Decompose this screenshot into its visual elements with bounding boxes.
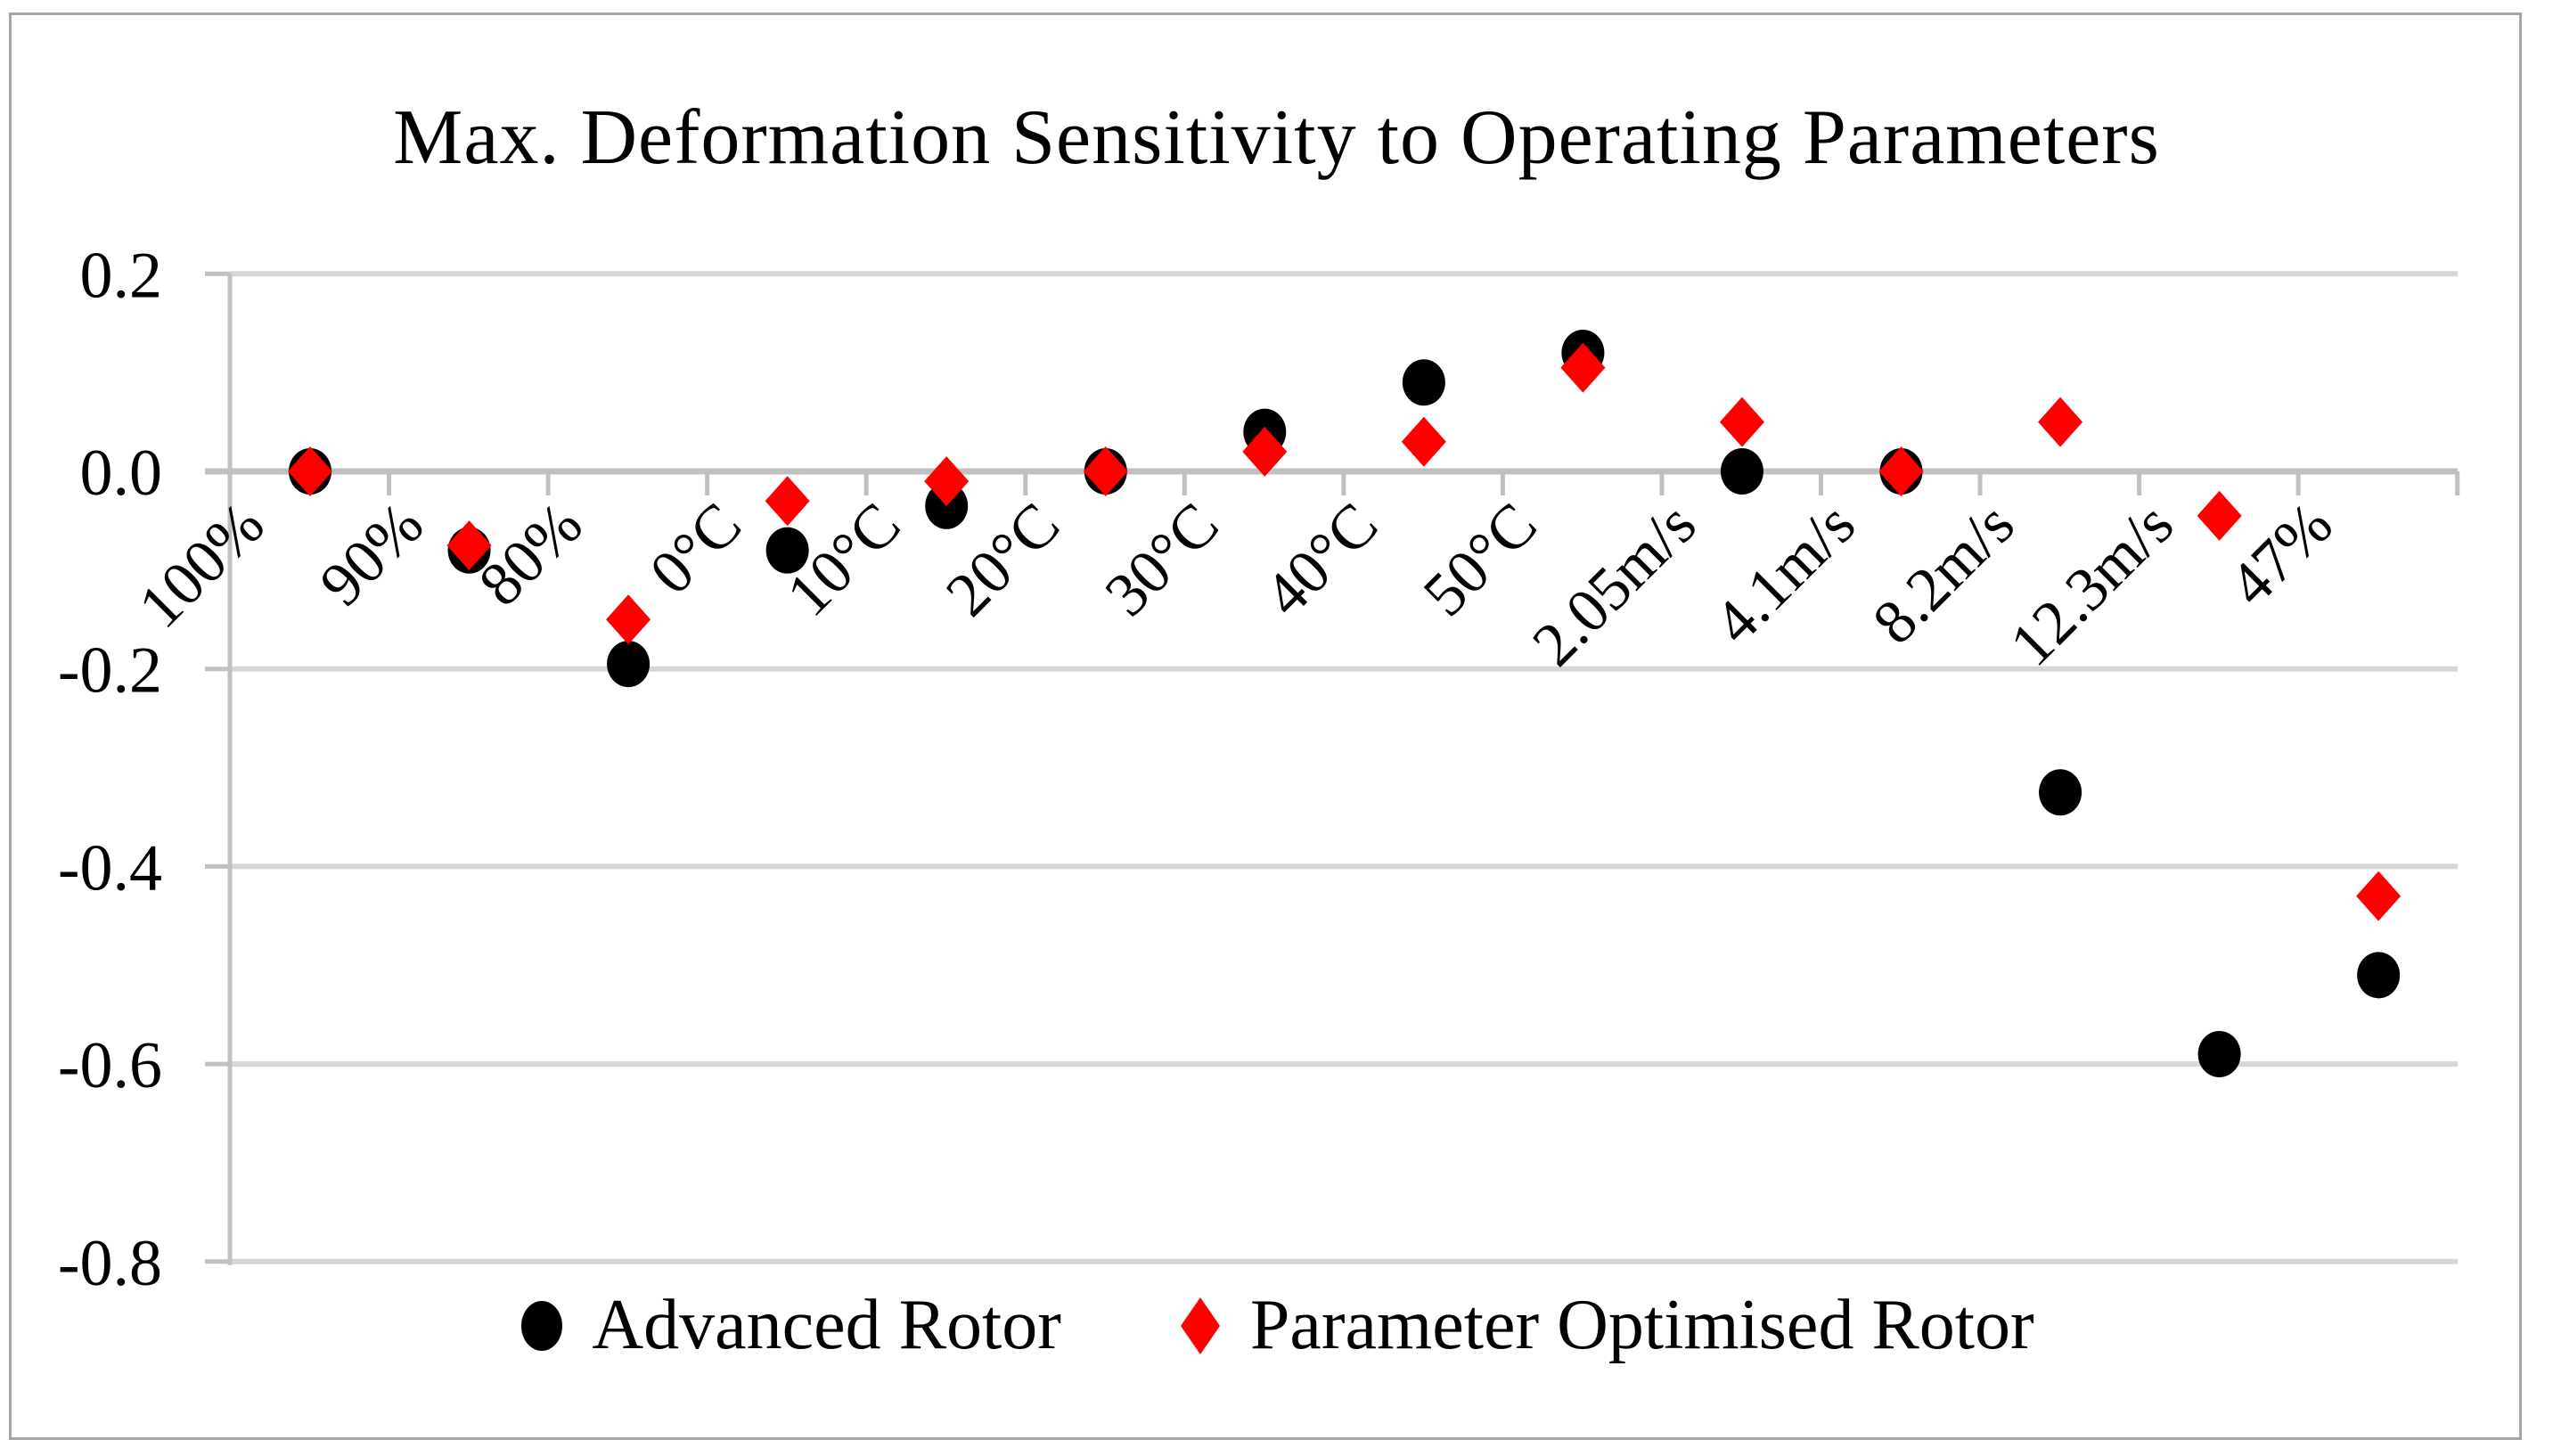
legend-item-parameter-optimised-rotor: Parameter Optimised Rotor: [1177, 1285, 2034, 1366]
y-axis-label: 0.2: [80, 239, 163, 312]
circle-icon: [521, 1300, 563, 1351]
data-point-advanced-rotor: [1720, 448, 1763, 495]
x-axis-category-label: 90%: [307, 490, 437, 619]
diamond-icon: [1180, 1296, 1220, 1354]
data-point-parameter-optimised-rotor: [606, 594, 651, 645]
data-point-parameter-optimised-rotor: [1242, 426, 1288, 477]
data-point-advanced-rotor: [2039, 769, 2082, 816]
y-axis-label: 0.0: [80, 437, 163, 510]
x-axis-category-label: 2.05m/s: [1520, 490, 1710, 680]
data-point-parameter-optimised-rotor: [1560, 342, 1606, 393]
data-point-advanced-rotor: [2357, 952, 2401, 999]
chart-title: Max. Deformation Sensitivity to Operatin…: [393, 94, 2160, 181]
x-axis-category-label: 100%: [126, 490, 277, 642]
data-point-advanced-rotor: [1402, 359, 1445, 406]
data-point-parameter-optimised-rotor: [2197, 490, 2242, 541]
y-axis-label: -0.4: [58, 831, 162, 904]
data-point-parameter-optimised-rotor: [288, 446, 332, 496]
data-point-parameter-optimised-rotor: [1719, 397, 1764, 447]
legend-label-advanced-rotor: Advanced Rotor: [592, 1286, 1061, 1364]
y-axis-label: -0.6: [58, 1029, 162, 1102]
data-point-parameter-optimised-rotor: [765, 476, 810, 527]
data-point-parameter-optimised-rotor: [446, 520, 492, 571]
legend-item-advanced-rotor: Advanced Rotor: [519, 1285, 1061, 1366]
data-point-parameter-optimised-rotor: [1401, 416, 1446, 467]
data-point-parameter-optimised-rotor: [2356, 871, 2402, 921]
data-point-advanced-rotor: [765, 527, 809, 574]
data-point-parameter-optimised-rotor: [924, 456, 970, 507]
x-axis-category-label: 0°C: [637, 490, 755, 608]
data-point-parameter-optimised-rotor: [2038, 397, 2083, 447]
data-point-parameter-optimised-rotor: [1083, 446, 1128, 496]
data-point-advanced-rotor: [607, 641, 651, 688]
y-axis-label: -0.8: [58, 1227, 162, 1300]
x-axis-category-label: 4.1m/s: [1701, 490, 1869, 658]
x-axis-category-label: 40°C: [1251, 490, 1391, 630]
legend: Advanced Rotor Parameter Optimised Rotor: [0, 1285, 2553, 1366]
data-point-advanced-rotor: [2197, 1031, 2241, 1078]
x-axis-category-label: 50°C: [1411, 490, 1551, 630]
x-axis-category-label: 30°C: [1092, 490, 1232, 630]
legend-label-parameter-optimised-rotor: Parameter Optimised Rotor: [1249, 1286, 2034, 1364]
y-axis-label: -0.2: [58, 634, 162, 708]
data-point-parameter-optimised-rotor: [1878, 446, 1924, 496]
x-axis-category-label: 12.3m/s: [1997, 490, 2187, 680]
